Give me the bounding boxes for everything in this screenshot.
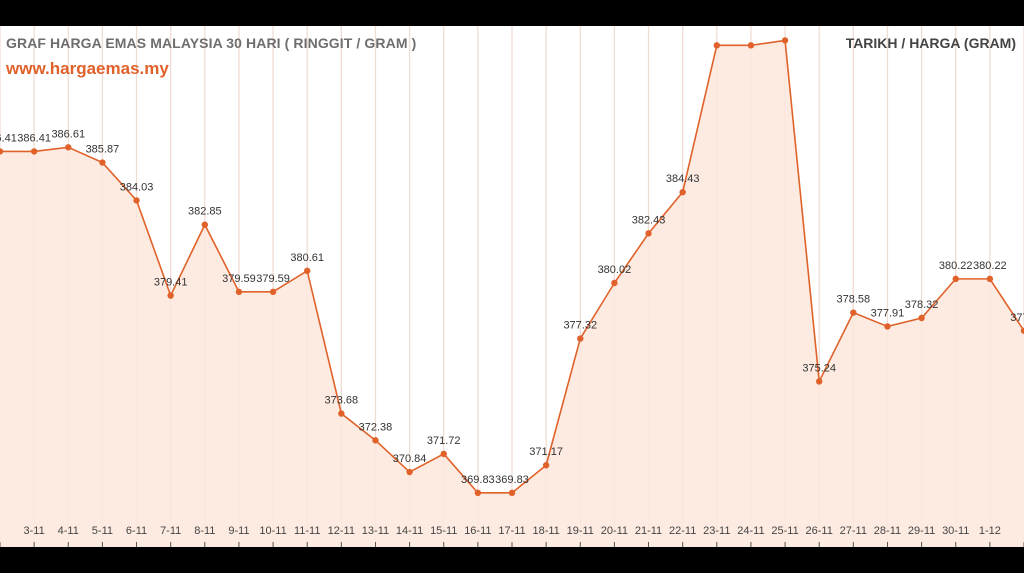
data-label: 379.41 <box>154 277 188 289</box>
data-label: 373.68 <box>325 395 359 407</box>
data-point <box>235 288 243 296</box>
data-point <box>781 37 789 44</box>
data-point <box>508 489 516 497</box>
data-label: 385.87 <box>86 144 120 156</box>
chart-title: GRAF HARGA EMAS MALAYSIA 30 HARI ( RINGG… <box>6 35 417 51</box>
data-point <box>747 42 755 49</box>
x-tick-label: 14-11 <box>396 525 423 537</box>
data-label: 369.83 <box>461 474 495 486</box>
x-tick-label: 28-11 <box>874 525 901 537</box>
data-point <box>30 148 38 155</box>
data-label: 386.41 <box>0 132 17 144</box>
chart-subtitle: www.hargaemas.my <box>6 59 169 78</box>
x-tick-label: 22-11 <box>669 525 696 537</box>
data-label: 386.41 <box>17 132 51 144</box>
x-tick-label: 17-11 <box>498 525 525 537</box>
data-label: 372.38 <box>359 421 393 433</box>
x-tick-label: 6-11 <box>126 525 147 537</box>
data-point <box>372 437 379 444</box>
data-point <box>918 314 925 322</box>
data-label: 378.58 <box>837 294 871 306</box>
data-point <box>577 335 584 342</box>
data-point <box>269 288 277 296</box>
data-point <box>201 221 208 228</box>
data-point <box>65 144 72 151</box>
data-label: 384.03 <box>120 181 154 193</box>
area-fill <box>0 40 1024 547</box>
data-point <box>884 323 891 330</box>
data-label: 369.83 <box>495 474 529 486</box>
chart-legend: TARIKH / HARGA (GRAM) <box>845 35 1016 51</box>
data-point <box>713 42 720 49</box>
x-tick-label: 26-11 <box>806 525 833 537</box>
x-tick-label: 21-11 <box>635 525 662 537</box>
data-point <box>304 267 311 275</box>
data-label: 379.59 <box>256 273 290 285</box>
data-label: 384.43 <box>666 173 700 185</box>
data-point <box>986 275 994 283</box>
data-point <box>338 410 345 417</box>
data-point <box>952 275 959 283</box>
data-point <box>406 468 413 476</box>
data-point <box>850 309 857 316</box>
data-label: 371.72 <box>427 435 461 447</box>
data-label: 380.61 <box>290 252 324 264</box>
data-label: 378.32 <box>905 299 939 311</box>
data-point <box>133 197 140 204</box>
x-tick-label: 30-11 <box>942 525 969 537</box>
data-label: 375.24 <box>802 362 836 374</box>
x-tick-label: 5-11 <box>92 525 113 537</box>
x-tick-label: 11-11 <box>294 525 321 537</box>
data-label: 371.17 <box>529 446 563 458</box>
x-tick-label: 15-11 <box>430 525 457 537</box>
data-label: 377.91 <box>871 307 905 319</box>
data-label: 377.7 <box>1010 312 1024 324</box>
data-point <box>1020 327 1024 334</box>
x-tick-label: 7-11 <box>160 525 181 537</box>
x-tick-label: 25-11 <box>771 525 798 537</box>
x-tick-label: 18-11 <box>532 525 559 537</box>
data-label: 379.59 <box>222 273 256 285</box>
x-tick-label: 24-11 <box>737 525 764 537</box>
data-point <box>167 292 174 299</box>
data-point <box>474 489 482 497</box>
x-tick-label: 8-11 <box>194 525 215 537</box>
data-label: 377.32 <box>563 320 597 332</box>
data-label: 380.02 <box>598 264 632 276</box>
data-point <box>99 159 106 166</box>
data-point <box>440 450 447 458</box>
x-tick-label: 4-11 <box>58 525 79 537</box>
data-point <box>611 279 618 287</box>
x-tick-label: 27-11 <box>840 525 867 537</box>
x-tick-label: 1-12 <box>979 525 1001 537</box>
x-tick-label: 9-11 <box>228 525 249 537</box>
x-tick-label: 16-11 <box>464 525 491 537</box>
x-tick-label: 20-11 <box>601 525 628 537</box>
x-tick-label: 13-11 <box>362 525 389 537</box>
data-label: 370.84 <box>393 453 427 465</box>
x-tick-label: 12-11 <box>328 525 355 537</box>
x-tick-label: 10-11 <box>259 525 286 537</box>
data-label: 380.22 <box>973 260 1007 272</box>
data-label: 382.85 <box>188 206 222 218</box>
x-tick-label: 3-11 <box>24 525 45 537</box>
data-label: 382.43 <box>632 214 666 226</box>
data-point <box>645 230 652 237</box>
data-label: 386.61 <box>51 128 85 140</box>
data-point <box>816 378 823 385</box>
x-tick-label: 23-11 <box>703 525 730 537</box>
x-tick-label: 19-11 <box>567 525 594 537</box>
data-point <box>0 148 4 155</box>
data-point <box>542 462 550 469</box>
x-tick-label: 29-11 <box>908 525 935 537</box>
data-point <box>679 188 686 196</box>
data-label: 380.22 <box>939 260 973 272</box>
